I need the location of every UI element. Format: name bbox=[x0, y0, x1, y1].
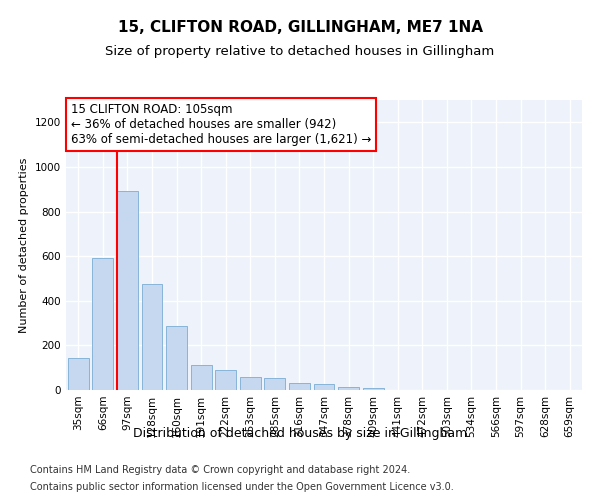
Bar bbox=[338, 386, 359, 390]
Text: 15 CLIFTON ROAD: 105sqm
← 36% of detached houses are smaller (942)
63% of semi-d: 15 CLIFTON ROAD: 105sqm ← 36% of detache… bbox=[71, 103, 371, 146]
Bar bbox=[142, 284, 163, 390]
Bar bbox=[92, 258, 113, 390]
Y-axis label: Number of detached properties: Number of detached properties bbox=[19, 158, 29, 332]
Bar bbox=[117, 192, 138, 390]
Bar bbox=[314, 384, 334, 390]
Text: Contains HM Land Registry data © Crown copyright and database right 2024.: Contains HM Land Registry data © Crown c… bbox=[30, 465, 410, 475]
Bar bbox=[215, 370, 236, 390]
Bar bbox=[265, 378, 286, 390]
Bar bbox=[240, 376, 261, 390]
Text: Distribution of detached houses by size in Gillingham: Distribution of detached houses by size … bbox=[133, 428, 467, 440]
Text: Contains public sector information licensed under the Open Government Licence v3: Contains public sector information licen… bbox=[30, 482, 454, 492]
Bar bbox=[68, 358, 89, 390]
Bar bbox=[191, 366, 212, 390]
Text: 15, CLIFTON ROAD, GILLINGHAM, ME7 1NA: 15, CLIFTON ROAD, GILLINGHAM, ME7 1NA bbox=[118, 20, 482, 35]
Bar bbox=[362, 388, 383, 390]
Bar bbox=[289, 384, 310, 390]
Text: Size of property relative to detached houses in Gillingham: Size of property relative to detached ho… bbox=[106, 45, 494, 58]
Bar bbox=[166, 326, 187, 390]
